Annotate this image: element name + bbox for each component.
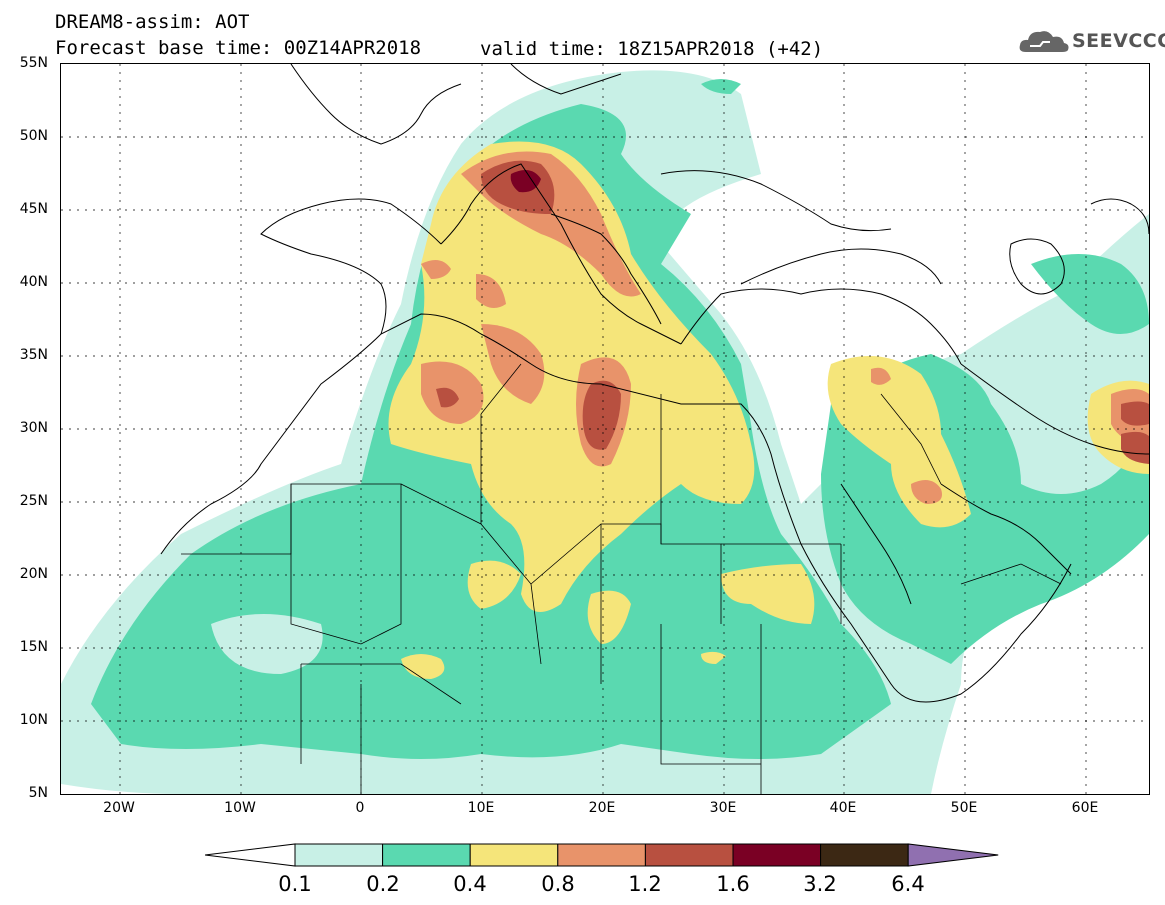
lat-label: 45N [19,201,48,217]
legend-swatch [644,843,734,867]
aot-level-0.4 [388,141,1149,679]
legend-label: 0.1 [278,872,312,896]
lon-label: 0 [355,800,365,816]
seevccc-logo: SEEVCCC [1018,26,1165,56]
lon-label: 30E [709,800,737,816]
logo-text: SEEVCCC [1072,30,1165,52]
lat-label: 50N [19,128,48,144]
legend-label: 1.6 [716,872,750,896]
lat-label: 5N [28,785,48,801]
aot-map [60,63,1150,795]
lat-label: 15N [19,639,48,655]
legend-swatch [204,843,296,867]
graticule [61,64,1149,794]
lat-label: 55N [19,55,48,71]
legend-label: 0.2 [366,872,400,896]
map-canvas [61,64,1149,794]
lon-label: 60E [1071,800,1099,816]
lat-label: 30N [19,420,48,436]
color-bar-legend [204,838,1005,878]
lon-label: 10W [224,800,256,816]
coastlines [160,64,1149,703]
legend-label: 3.2 [803,872,837,896]
lon-label: 50E [950,800,978,816]
cloud-icon [1019,31,1069,52]
legend-swatch [820,843,909,867]
legend-label: 6.4 [891,872,925,896]
aot-level-1.6 [510,170,541,193]
legend-swatch [907,843,999,867]
legend-label: 1.2 [628,872,662,896]
lat-label: 35N [19,347,48,363]
legend-swatch [469,843,559,867]
lat-label: 25N [19,493,48,509]
lon-label: 20W [103,800,135,816]
lon-label: 10E [467,800,495,816]
lat-label: 10N [19,712,48,728]
country-borders [181,363,1062,794]
legend-swatch [294,843,384,867]
lat-label: 40N [19,274,48,290]
lat-label: 20N [19,566,48,582]
legend-swatch [732,843,822,867]
valid-time: valid time: 18Z15APR2018 (+42) [480,38,824,60]
lon-label: 20E [588,800,616,816]
map-title: DREAM8-assim: AOT [55,11,250,33]
lon-label: 40E [829,800,857,816]
forecast-base-time: Forecast base time: 00Z14APR2018 [55,37,422,59]
legend-label: 0.4 [453,872,487,896]
legend-label: 0.8 [541,872,575,896]
legend-swatch [382,843,471,867]
legend-swatch [557,843,646,867]
